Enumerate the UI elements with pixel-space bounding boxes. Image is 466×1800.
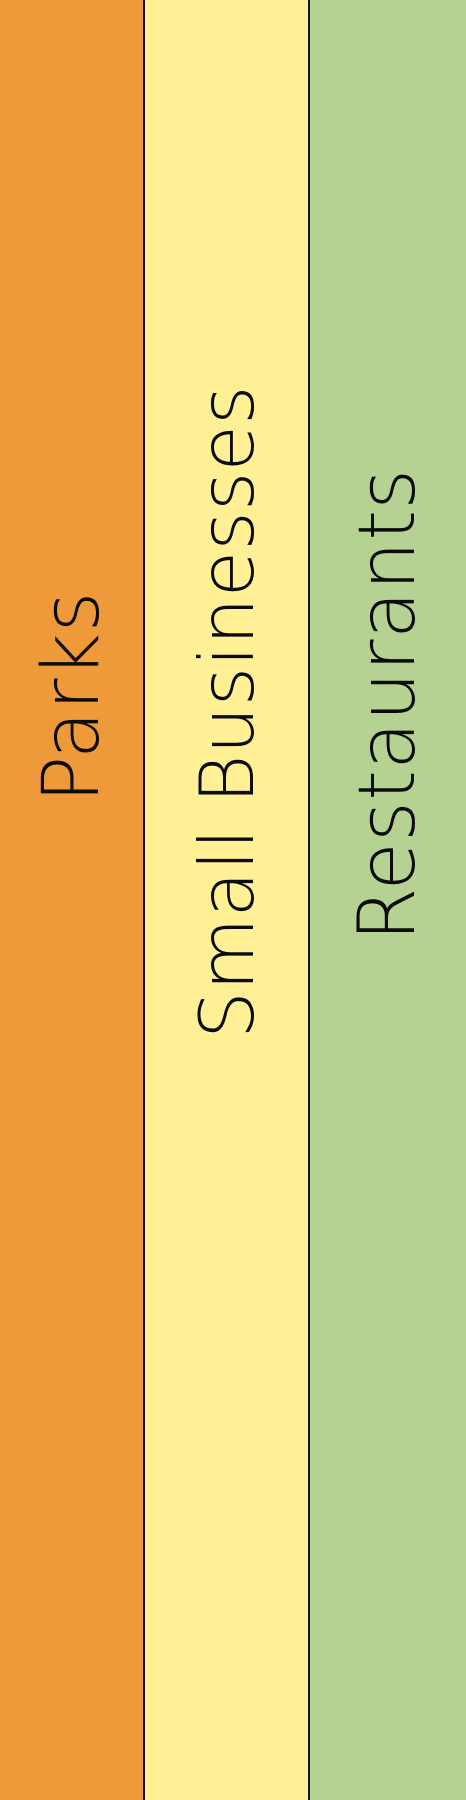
parks-panel[interactable]: Parks bbox=[0, 0, 143, 1800]
parks-label: Parks bbox=[26, 591, 117, 803]
restaurants-label: Restaurants bbox=[343, 468, 433, 942]
small-businesses-label: Small Businesses bbox=[182, 385, 271, 1039]
restaurants-panel[interactable]: Restaurants bbox=[308, 0, 466, 1800]
small-businesses-panel[interactable]: Small Businesses bbox=[143, 0, 308, 1800]
